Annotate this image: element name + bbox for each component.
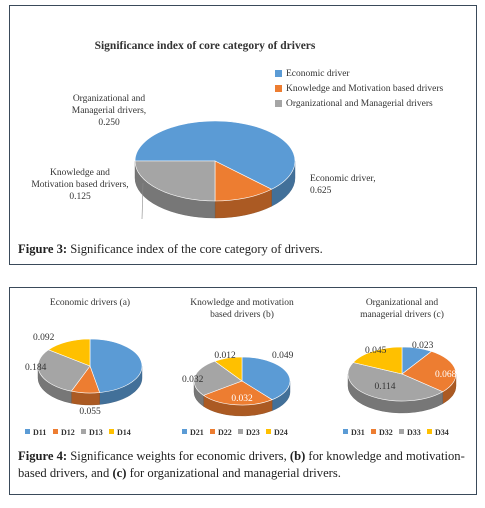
fig3-legend-label-economic-driver: Economic driver	[286, 69, 350, 79]
fig4a-legend-label-d11: D11	[33, 428, 46, 437]
fig4c-value-d31: 0.023	[412, 341, 434, 351]
fig4b-pie	[193, 356, 291, 417]
fig4a-legend-swatch-d14	[109, 429, 114, 434]
fig4a-legend-swatch-d13	[81, 429, 86, 434]
fig4c-pie	[347, 346, 457, 414]
fig4c-legend-label-d31: D31	[351, 428, 365, 437]
fig4b-legend-label-d22: D22	[218, 428, 232, 437]
fig4a-slice-d14	[47, 338, 91, 367]
fig4c-legend-label-d32: D32	[379, 428, 393, 437]
fig4c-legend-swatch-d32	[371, 429, 376, 434]
fig4a-slice-d13	[37, 349, 91, 392]
fig3-legend-label-knowledge-and-motivation-based-drivers: Knowledge and Motivation based drivers	[286, 84, 444, 94]
fig4a-slice-d11	[89, 338, 143, 393]
fig4a-value-d13: 0.184	[25, 363, 47, 373]
figure-3-panel: Significance index of core category of d…	[9, 5, 477, 265]
fig4a-legend-swatch-d11	[25, 429, 30, 434]
fig4b-slice-d22	[202, 380, 273, 406]
figure-3-chart: Significance index of core category of d…	[31, 40, 444, 220]
figure-4-panel: Economic drivers (a) 0.294 0.055 0.184 0.092…	[9, 287, 477, 495]
fig4a-pie	[37, 338, 143, 406]
fig4a-legend-label-d12: D12	[61, 428, 75, 437]
fig3-legend-swatch-knowledge-and-motivation-based-drivers	[275, 85, 282, 92]
fig4b-legend-label-d23: D23	[246, 428, 260, 437]
fig3-pie	[134, 120, 296, 219]
fig4a-value-d14: 0.092	[33, 333, 55, 343]
fig3-legend-label-organizational-and-managerial-drivers: Organizational and Managerial drivers	[286, 99, 433, 109]
fig4c-legend-swatch-d34	[427, 429, 432, 434]
fig4b-value-d23: 0.032	[182, 375, 204, 385]
fig3-slice-economic-driver	[134, 120, 296, 190]
figure-4-caption-text-3: for organizational and managerial driver…	[126, 466, 341, 480]
fig4c-legend-label-d34: D34	[435, 428, 449, 437]
fig4b-legend-swatch-d23	[238, 429, 243, 434]
fig4a-value-d12: 0.055	[79, 407, 101, 417]
figure-3-caption-label: Figure 3:	[18, 242, 68, 256]
fig3-legend-swatch-organizational-and-managerial-drivers	[275, 100, 282, 107]
fig3-legend-swatch-economic-driver	[275, 70, 282, 77]
fig4b-legend-label-d24: D24	[274, 428, 288, 437]
fig4a-legend-label-d14: D14	[117, 428, 131, 437]
fig4b-value-d21: 0.049	[272, 351, 294, 361]
fig4b-value-d24: 0.012	[214, 351, 236, 361]
fig3-label-organizational-managerial: Organizational and Managerial drivers, 0.2…	[72, 94, 146, 128]
fig4a-legend-swatch-d12	[53, 429, 58, 434]
fig4b-slice-d23	[193, 360, 243, 396]
fig3-slice-organizational-and-managerial-drivers	[134, 160, 216, 202]
fig4a-value-d11: 0.294	[150, 364, 172, 374]
figure-4-caption: Figure 4: Significance weights for econo…	[18, 448, 473, 482]
fig4c-legend-swatch-d33	[399, 429, 404, 434]
fig4c-legend-swatch-d31	[343, 429, 348, 434]
fig3-label-economic-driver: Economic driver, 0.625	[310, 174, 376, 196]
fig4b-slice-d21	[241, 356, 291, 401]
fig4c-legend-label-d33: D33	[407, 428, 421, 437]
figure-3-caption-text: Significance index of the core category …	[67, 242, 323, 256]
fig4c-slice-d34	[352, 346, 403, 375]
figure-4-caption-text-1: Significance weights for economic driver…	[67, 449, 290, 463]
fig4c-slice-d32	[401, 351, 457, 393]
fig4c-value-d34: 0.045	[365, 346, 387, 356]
figure-4-caption-c: (c)	[112, 466, 127, 480]
fig4c-title: Organizational and managerial drivers (c)	[360, 298, 444, 320]
fig4b-legend-swatch-d22	[210, 429, 215, 434]
fig4b-legend-label-d21: D21	[190, 428, 204, 437]
figure-4-caption-label: Figure 4:	[18, 449, 68, 463]
fig4a-legend-label-d13: D13	[89, 428, 103, 437]
fig4b-slice-d24	[214, 356, 243, 382]
fig4c-value-d33: 0.114	[374, 382, 395, 392]
fig4b-title: Knowledge and motivation based drivers (b…	[190, 298, 294, 320]
fig4b-legend-swatch-d21	[182, 429, 187, 434]
fig4a-side-d12	[71, 390, 100, 406]
figure-3-caption: Figure 3: Significance index of the core…	[18, 241, 323, 258]
figure-4-caption-b: (b)	[289, 449, 306, 463]
figure-4-caption-text-2: for knowledge and motivation-based drive…	[18, 449, 465, 480]
figure-4-charts: Economic drivers (a) 0.294 0.055 0.184 0.092…	[25, 297, 457, 437]
fig4b-value-d22: 0.032	[231, 394, 253, 404]
fig4b-legend-swatch-d24	[266, 429, 271, 434]
fig3-slice-knowledge-and-motivation-based-drivers	[214, 160, 273, 202]
fig4c-slice-d33	[347, 362, 444, 402]
fig4c-value-d32: 0.068	[435, 370, 457, 380]
fig3-label-knowledge-motivation: Knowledge and Motivation based drivers, 0.…	[31, 168, 128, 202]
fig3-leader-line	[141, 182, 144, 220]
fig4a-title: Economic drivers (a)	[50, 297, 130, 308]
figure-3-title: Significance index of core category of d…	[95, 40, 316, 52]
